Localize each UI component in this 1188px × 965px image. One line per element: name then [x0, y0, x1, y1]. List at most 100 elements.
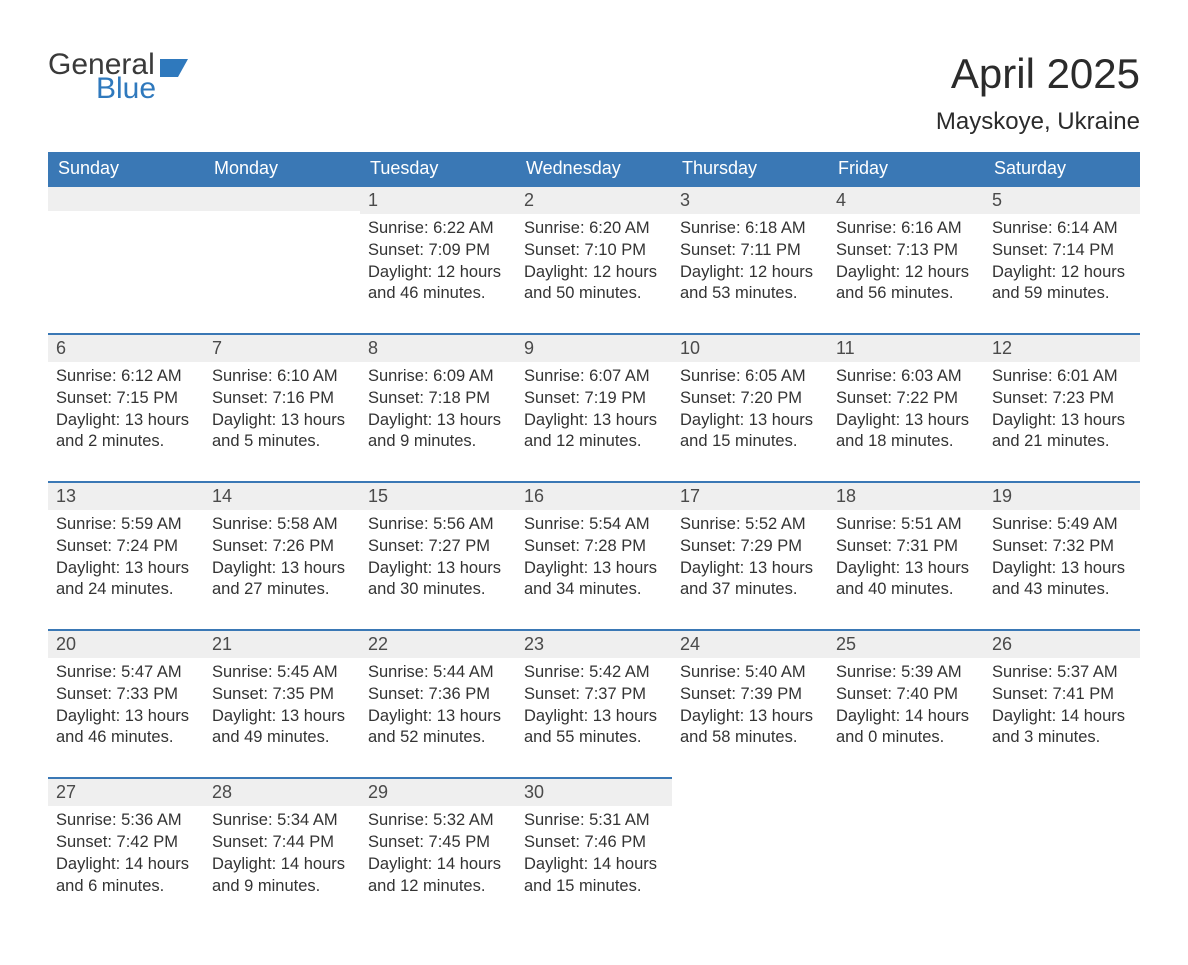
- calendar-cell: 2Sunrise: 6:20 AMSunset: 7:10 PMDaylight…: [516, 185, 672, 333]
- day-number: 30: [516, 777, 672, 806]
- calendar-cell: 6Sunrise: 6:12 AMSunset: 7:15 PMDaylight…: [48, 333, 204, 481]
- calendar-cell: 10Sunrise: 6:05 AMSunset: 7:20 PMDayligh…: [672, 333, 828, 481]
- sunset-line: Sunset: 7:15 PM: [56, 388, 196, 410]
- day-number: 2: [516, 185, 672, 214]
- calendar-cell: 14Sunrise: 5:58 AMSunset: 7:26 PMDayligh…: [204, 481, 360, 629]
- day-body: Sunrise: 5:49 AMSunset: 7:32 PMDaylight:…: [984, 510, 1140, 629]
- calendar-cell: 21Sunrise: 5:45 AMSunset: 7:35 PMDayligh…: [204, 629, 360, 777]
- sunrise-line: Sunrise: 6:22 AM: [368, 218, 508, 240]
- day-body: Sunrise: 5:34 AMSunset: 7:44 PMDaylight:…: [204, 806, 360, 925]
- sunset-line: Sunset: 7:44 PM: [212, 832, 352, 854]
- day-number: 7: [204, 333, 360, 362]
- day-number: 10: [672, 333, 828, 362]
- day-body: [828, 803, 984, 835]
- daylight-line: Daylight: 13 hours and 21 minutes.: [992, 410, 1132, 454]
- calendar-cell: [984, 777, 1140, 925]
- sunrise-line: Sunrise: 6:16 AM: [836, 218, 976, 240]
- calendar-cell: 15Sunrise: 5:56 AMSunset: 7:27 PMDayligh…: [360, 481, 516, 629]
- sunset-line: Sunset: 7:42 PM: [56, 832, 196, 854]
- day-body: Sunrise: 6:07 AMSunset: 7:19 PMDaylight:…: [516, 362, 672, 481]
- day-number: [672, 777, 828, 803]
- sunset-line: Sunset: 7:16 PM: [212, 388, 352, 410]
- day-number: 25: [828, 629, 984, 658]
- day-number: 17: [672, 481, 828, 510]
- day-header: Wednesday: [516, 152, 672, 185]
- daylight-line: Daylight: 13 hours and 9 minutes.: [368, 410, 508, 454]
- daylight-line: Daylight: 13 hours and 43 minutes.: [992, 558, 1132, 602]
- day-number: [828, 777, 984, 803]
- day-number: 12: [984, 333, 1140, 362]
- daylight-line: Daylight: 13 hours and 5 minutes.: [212, 410, 352, 454]
- sunrise-line: Sunrise: 5:47 AM: [56, 662, 196, 684]
- day-number: 29: [360, 777, 516, 806]
- sunrise-line: Sunrise: 6:03 AM: [836, 366, 976, 388]
- sunset-line: Sunset: 7:37 PM: [524, 684, 664, 706]
- daylight-line: Daylight: 13 hours and 30 minutes.: [368, 558, 508, 602]
- calendar-cell: 13Sunrise: 5:59 AMSunset: 7:24 PMDayligh…: [48, 481, 204, 629]
- calendar-week: 1Sunrise: 6:22 AMSunset: 7:09 PMDaylight…: [48, 185, 1140, 333]
- sunrise-line: Sunrise: 5:32 AM: [368, 810, 508, 832]
- day-body: Sunrise: 5:58 AMSunset: 7:26 PMDaylight:…: [204, 510, 360, 629]
- day-number: [48, 185, 204, 211]
- calendar-cell: [204, 185, 360, 333]
- day-number: 3: [672, 185, 828, 214]
- sunset-line: Sunset: 7:28 PM: [524, 536, 664, 558]
- day-body: Sunrise: 5:45 AMSunset: 7:35 PMDaylight:…: [204, 658, 360, 777]
- daylight-line: Daylight: 12 hours and 46 minutes.: [368, 262, 508, 306]
- daylight-line: Daylight: 13 hours and 58 minutes.: [680, 706, 820, 750]
- day-body: [984, 803, 1140, 835]
- daylight-line: Daylight: 12 hours and 53 minutes.: [680, 262, 820, 306]
- daylight-line: Daylight: 14 hours and 9 minutes.: [212, 854, 352, 898]
- day-number: 24: [672, 629, 828, 658]
- sunset-line: Sunset: 7:09 PM: [368, 240, 508, 262]
- sunrise-line: Sunrise: 5:37 AM: [992, 662, 1132, 684]
- daylight-line: Daylight: 13 hours and 18 minutes.: [836, 410, 976, 454]
- day-number: 16: [516, 481, 672, 510]
- day-body: Sunrise: 5:39 AMSunset: 7:40 PMDaylight:…: [828, 658, 984, 777]
- sunset-line: Sunset: 7:40 PM: [836, 684, 976, 706]
- calendar-cell: 23Sunrise: 5:42 AMSunset: 7:37 PMDayligh…: [516, 629, 672, 777]
- calendar-header-row: SundayMondayTuesdayWednesdayThursdayFrid…: [48, 152, 1140, 185]
- day-body: Sunrise: 6:09 AMSunset: 7:18 PMDaylight:…: [360, 362, 516, 481]
- calendar-cell: 9Sunrise: 6:07 AMSunset: 7:19 PMDaylight…: [516, 333, 672, 481]
- day-header: Thursday: [672, 152, 828, 185]
- sunset-line: Sunset: 7:45 PM: [368, 832, 508, 854]
- day-number: 20: [48, 629, 204, 658]
- daylight-line: Daylight: 12 hours and 50 minutes.: [524, 262, 664, 306]
- day-header: Saturday: [984, 152, 1140, 185]
- calendar-cell: 25Sunrise: 5:39 AMSunset: 7:40 PMDayligh…: [828, 629, 984, 777]
- sunrise-line: Sunrise: 5:52 AM: [680, 514, 820, 536]
- sunset-line: Sunset: 7:18 PM: [368, 388, 508, 410]
- day-number: 26: [984, 629, 1140, 658]
- sunset-line: Sunset: 7:46 PM: [524, 832, 664, 854]
- sunset-line: Sunset: 7:11 PM: [680, 240, 820, 262]
- sunset-line: Sunset: 7:41 PM: [992, 684, 1132, 706]
- daylight-line: Daylight: 13 hours and 55 minutes.: [524, 706, 664, 750]
- day-number: 15: [360, 481, 516, 510]
- day-body: Sunrise: 6:12 AMSunset: 7:15 PMDaylight:…: [48, 362, 204, 481]
- calendar-cell: 7Sunrise: 6:10 AMSunset: 7:16 PMDaylight…: [204, 333, 360, 481]
- calendar-cell: 29Sunrise: 5:32 AMSunset: 7:45 PMDayligh…: [360, 777, 516, 925]
- daylight-line: Daylight: 13 hours and 27 minutes.: [212, 558, 352, 602]
- daylight-line: Daylight: 13 hours and 52 minutes.: [368, 706, 508, 750]
- calendar-cell: 1Sunrise: 6:22 AMSunset: 7:09 PMDaylight…: [360, 185, 516, 333]
- sunset-line: Sunset: 7:22 PM: [836, 388, 976, 410]
- sunrise-line: Sunrise: 5:39 AM: [836, 662, 976, 684]
- sunrise-line: Sunrise: 5:36 AM: [56, 810, 196, 832]
- day-number: 23: [516, 629, 672, 658]
- day-body: [204, 211, 360, 243]
- daylight-line: Daylight: 13 hours and 24 minutes.: [56, 558, 196, 602]
- calendar-cell: 18Sunrise: 5:51 AMSunset: 7:31 PMDayligh…: [828, 481, 984, 629]
- calendar-cell: 19Sunrise: 5:49 AMSunset: 7:32 PMDayligh…: [984, 481, 1140, 629]
- sunrise-line: Sunrise: 5:58 AM: [212, 514, 352, 536]
- sunset-line: Sunset: 7:39 PM: [680, 684, 820, 706]
- daylight-line: Daylight: 13 hours and 49 minutes.: [212, 706, 352, 750]
- day-body: [672, 803, 828, 835]
- sunset-line: Sunset: 7:31 PM: [836, 536, 976, 558]
- month-title: April 2025: [936, 50, 1140, 98]
- day-body: Sunrise: 5:52 AMSunset: 7:29 PMDaylight:…: [672, 510, 828, 629]
- calendar-cell: 12Sunrise: 6:01 AMSunset: 7:23 PMDayligh…: [984, 333, 1140, 481]
- title-group: April 2025 Mayskoye, Ukraine: [936, 50, 1140, 146]
- sunrise-line: Sunrise: 5:49 AM: [992, 514, 1132, 536]
- day-number: 4: [828, 185, 984, 214]
